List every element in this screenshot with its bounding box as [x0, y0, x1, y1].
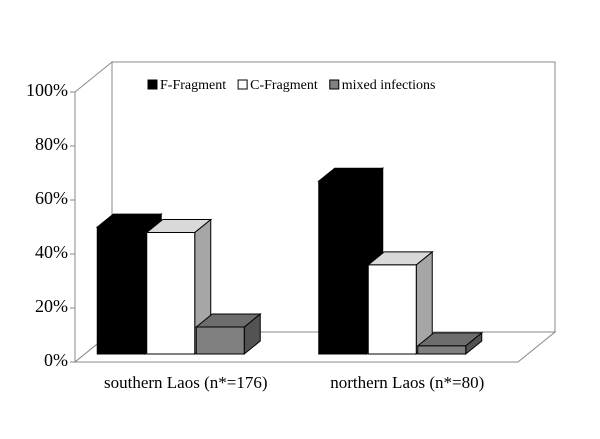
- legend-label: C-Fragment: [250, 78, 318, 93]
- y-tick-label: 100%: [26, 80, 68, 100]
- y-tick-label: 0%: [44, 350, 68, 370]
- bar-front: [417, 345, 467, 355]
- bar-front: [195, 326, 245, 355]
- y-tick-label: 20%: [35, 296, 68, 316]
- bar-top-shade: [146, 219, 211, 233]
- bar-top-shade: [417, 332, 482, 346]
- bar-top-shade: [196, 314, 261, 327]
- bar-front: [96, 226, 146, 355]
- bar-front: [318, 180, 368, 355]
- y-tick-label: 80%: [35, 134, 68, 154]
- y-tick-label: 60%: [35, 188, 68, 208]
- bar-side-shade: [465, 332, 482, 354]
- legend-label: mixed infections: [342, 78, 436, 93]
- legend-label: F-Fragment: [160, 78, 226, 93]
- legend-swatch: [237, 79, 248, 90]
- x-tick-label: southern Laos (n*=176): [104, 373, 268, 392]
- y-tick-label: 40%: [35, 242, 68, 262]
- bar-top-shade: [97, 214, 162, 228]
- x-tick-label: northern Laos (n*=80): [330, 373, 484, 392]
- legend-swatch: [329, 79, 340, 90]
- bar-front: [367, 264, 417, 355]
- bar-top-shade: [318, 168, 383, 182]
- bar: [366, 250, 434, 356]
- bar-front: [146, 232, 196, 355]
- bar: [317, 167, 385, 356]
- bar: [416, 331, 484, 356]
- bar: [145, 218, 213, 356]
- legend-swatch: [147, 79, 158, 90]
- bar: [194, 312, 262, 356]
- bar-top-shade: [368, 251, 433, 265]
- bar-side-shade: [416, 251, 433, 354]
